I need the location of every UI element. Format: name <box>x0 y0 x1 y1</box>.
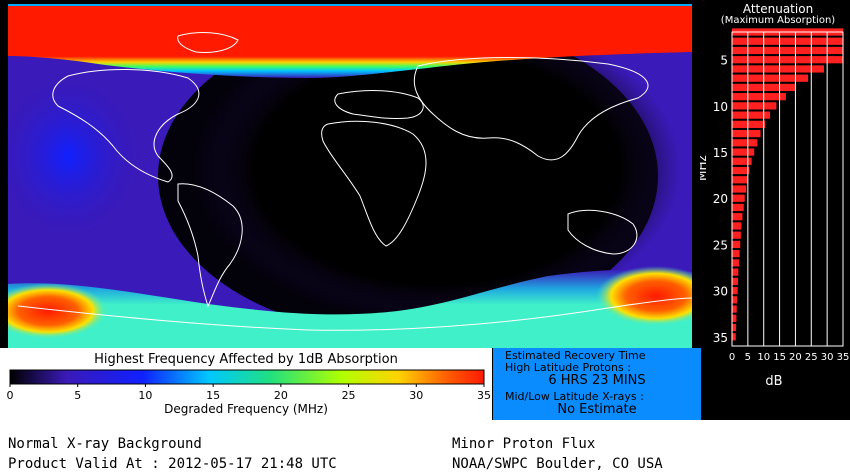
attenuation-bar <box>732 148 755 156</box>
attenuation-xtick: 10 <box>757 352 770 363</box>
attenuation-ytick: 20 <box>713 192 728 206</box>
attenuation-bar <box>732 250 740 258</box>
attenuation-xtick: 15 <box>773 352 786 363</box>
attenuation-bar <box>732 120 766 128</box>
attenuation-subtitle: (Maximum Absorption) <box>720 15 836 26</box>
background-status: Normal X-ray Background <box>8 436 202 452</box>
mid-lat-label: Mid/Low Latitude X-rays : <box>505 390 644 403</box>
attenuation-bar <box>732 277 739 285</box>
high-lat-label: High Latitude Protons : <box>505 361 631 374</box>
attenuation-bar <box>732 323 737 332</box>
attenuation-bar <box>732 286 738 295</box>
colorbar-tick-label: 15 <box>206 389 220 402</box>
attenuation-xtick: 0 <box>729 352 735 363</box>
attenuation-bar <box>732 203 744 212</box>
attenuation-ytick: 10 <box>713 100 728 114</box>
colorbar-tick-label: 30 <box>409 389 423 402</box>
attenuation-xtick: 25 <box>805 352 818 363</box>
attenuation-ytick: 30 <box>713 285 728 299</box>
attenuation-xlabel: dB <box>765 374 782 389</box>
attenuation-bar <box>732 222 742 230</box>
footer: Normal X-ray Background Product Valid At… <box>0 420 850 475</box>
colorbar-tick-label: 35 <box>477 389 491 402</box>
attenuation-xtick: 30 <box>821 352 834 363</box>
attenuation-bar <box>732 166 750 175</box>
high-lat-value: 6 HRS 23 MINS <box>548 373 646 388</box>
attenuation-bar <box>732 314 737 322</box>
attenuation-bar <box>732 102 777 110</box>
coastlines <box>17 32 692 331</box>
attenuation-ytick: 35 <box>713 331 728 345</box>
attenuation-title: Attenuation <box>742 2 814 16</box>
attenuation-xtick: 20 <box>789 352 802 363</box>
attenuation-bar <box>732 231 741 239</box>
colorbar-tick-label: 0 <box>7 389 14 402</box>
legend-xlabel: Degraded Frequency (MHz) <box>164 402 328 416</box>
attenuation-bar <box>732 139 758 147</box>
proton-status: Minor Proton Flux <box>452 436 596 452</box>
colorbar: 0 5 10 15 20 25 30 35 <box>7 369 491 402</box>
mid-lat-value: No Estimate <box>557 402 637 417</box>
attenuation-ytick: 15 <box>713 146 728 160</box>
attenuation-bar <box>732 333 736 341</box>
attenuation-bar <box>732 296 738 304</box>
attenuation-bar <box>732 185 747 193</box>
attenuation-bar <box>732 111 771 119</box>
attenuation-bar <box>732 56 843 64</box>
valid-time: Product Valid At : 2012-05-17 21:48 UTC <box>8 456 337 472</box>
attenuation-ytick: 5 <box>720 54 728 68</box>
recovery-title: Estimated Recovery Time <box>505 349 646 362</box>
attenuation-bar <box>732 65 824 73</box>
colorbar-tick-label: 5 <box>74 389 81 402</box>
world-map-svg <box>8 6 692 348</box>
attenuation-bar <box>732 194 745 202</box>
colorbar-tick-label: 20 <box>274 389 288 402</box>
attenuation-bar <box>732 240 741 249</box>
attenuation-xtick: 5 <box>745 352 751 363</box>
attenuation-ylabel: MHz <box>700 155 709 181</box>
attenuation-bar <box>732 176 748 184</box>
colorbar-tick-label: 10 <box>138 389 152 402</box>
attenuation-bar <box>732 93 786 101</box>
attenuation-bar <box>732 74 809 82</box>
attenuation-bar <box>732 305 737 313</box>
source-credit: NOAA/SWPC Boulder, CO USA <box>452 456 663 472</box>
recovery-panel: Estimated Recovery Time High Latitude Pr… <box>493 348 701 420</box>
attenuation-ytick: 25 <box>713 238 728 252</box>
attenuation-xtick: 35 <box>837 352 850 363</box>
attenuation-bar <box>732 46 843 55</box>
attenuation-bar <box>732 268 739 276</box>
attenuation-bar <box>732 129 761 138</box>
colorbar-tick-label: 25 <box>342 389 356 402</box>
attenuation-bar <box>732 37 843 45</box>
attenuation-bar <box>732 157 752 165</box>
absorption-map <box>8 4 692 350</box>
attenuation-bar <box>732 213 743 221</box>
legend-title: Highest Frequency Affected by 1dB Absorp… <box>94 352 398 367</box>
attenuation-bar <box>732 259 739 267</box>
